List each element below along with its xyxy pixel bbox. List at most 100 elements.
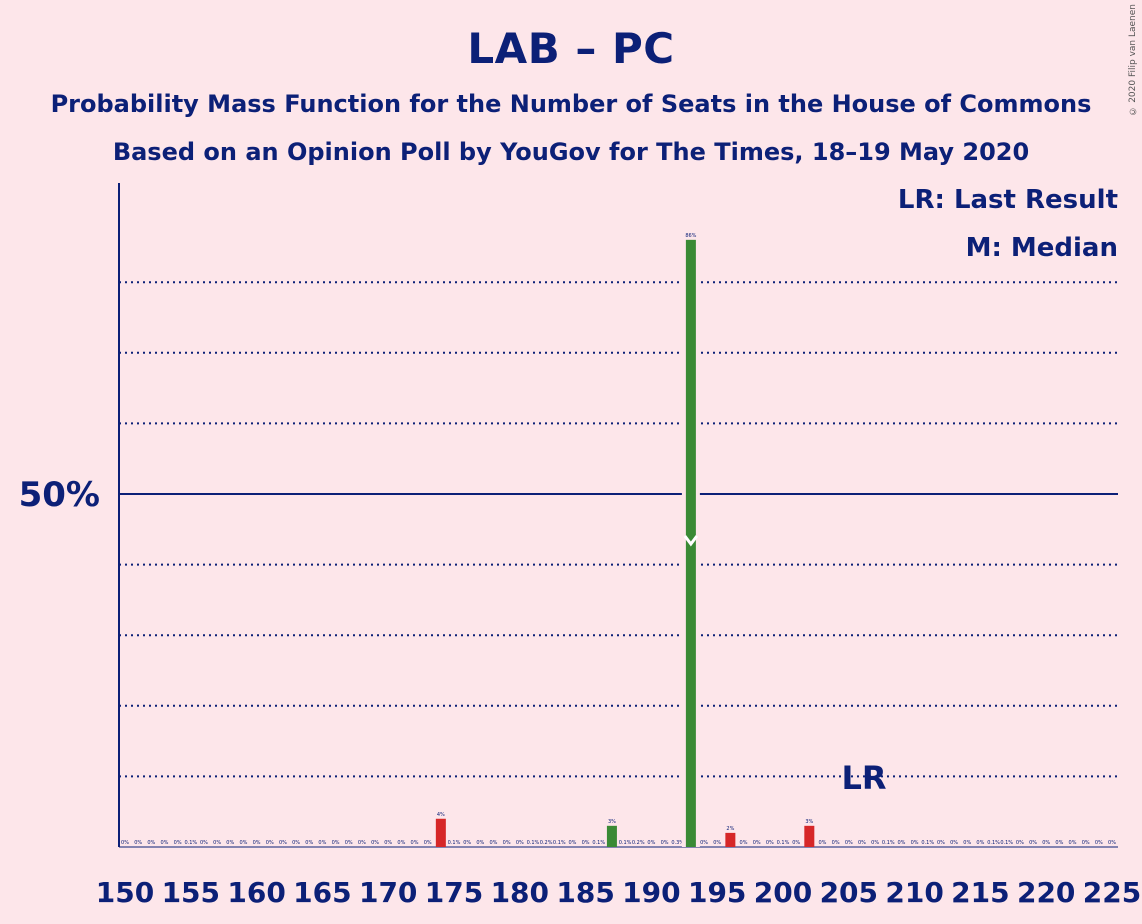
data-label: 0% <box>792 840 800 846</box>
data-label: 0% <box>832 840 840 846</box>
y-tick-label: 50% <box>19 475 100 515</box>
data-label: 0.1% <box>777 840 790 846</box>
data-label: 0% <box>279 840 287 846</box>
data-label: 0% <box>1055 840 1063 846</box>
chart-subtitle-1: Probability Mass Function for the Number… <box>50 90 1092 118</box>
data-label: 0.1% <box>921 840 934 846</box>
bar <box>435 818 446 847</box>
x-tick-label: 205 <box>820 876 878 909</box>
x-tick-label: 215 <box>951 876 1009 909</box>
data-label: 0% <box>1108 840 1116 846</box>
data-label: 0% <box>253 840 261 846</box>
data-label: 0% <box>897 840 905 846</box>
data-label: 0% <box>661 840 669 846</box>
data-label: 0% <box>700 840 708 846</box>
x-tick-label: 165 <box>293 876 351 909</box>
data-label: 0% <box>121 840 129 846</box>
data-label: 0% <box>1095 840 1103 846</box>
data-label: 0% <box>911 840 919 846</box>
data-label: 0% <box>490 840 498 846</box>
x-tick-label: 170 <box>359 876 417 909</box>
data-label: 0% <box>266 840 274 846</box>
data-label: 0% <box>147 840 155 846</box>
data-label: 0.1% <box>184 840 197 846</box>
data-label: 0.3% <box>671 840 684 846</box>
data-label: 0% <box>174 840 182 846</box>
data-label: 0.1% <box>448 840 461 846</box>
data-label: 4% <box>437 812 445 818</box>
data-label: 0% <box>384 840 392 846</box>
data-label: 0.1% <box>553 840 566 846</box>
data-label: 0% <box>845 840 853 846</box>
bar <box>606 825 617 847</box>
data-label: 0.1% <box>882 840 895 846</box>
data-label: 0.1% <box>592 840 605 846</box>
x-tick-label: 195 <box>688 876 746 909</box>
data-label: 0% <box>397 840 405 846</box>
data-label: 0% <box>424 840 432 846</box>
data-label: 0% <box>871 840 879 846</box>
data-label: 0% <box>239 840 247 846</box>
data-label: 0.1% <box>987 840 1000 846</box>
data-label: 0% <box>134 840 142 846</box>
data-label: 0% <box>647 840 655 846</box>
x-tick-label: 175 <box>425 876 483 909</box>
legend-median: M: Median <box>965 233 1118 263</box>
data-label: 0% <box>1042 840 1050 846</box>
data-label: 0% <box>1069 840 1077 846</box>
x-tick-label: 220 <box>1017 876 1075 909</box>
data-label: 0% <box>161 840 169 846</box>
data-label: 0% <box>516 840 524 846</box>
chart-title: LAB – PC <box>467 24 675 73</box>
chart-subtitle-2: Based on an Opinion Poll by YouGov for T… <box>112 138 1030 166</box>
data-label: 0% <box>200 840 208 846</box>
x-tick-label: 185 <box>556 876 614 909</box>
data-label: 0% <box>476 840 484 846</box>
last-result-label: LR <box>841 759 886 797</box>
data-label: 0.1% <box>527 840 540 846</box>
median-marker <box>683 535 699 547</box>
data-label: 0% <box>976 840 984 846</box>
data-label: 0% <box>226 840 234 846</box>
data-label: 0% <box>937 840 945 846</box>
data-label: 2% <box>726 826 734 832</box>
data-label: 0% <box>503 840 511 846</box>
data-label: 0% <box>819 840 827 846</box>
data-label: 0% <box>213 840 221 846</box>
data-label: 0% <box>753 840 761 846</box>
x-tick-label: 160 <box>227 876 285 909</box>
data-label: 0% <box>963 840 971 846</box>
data-label: 0% <box>292 840 300 846</box>
data-label: 0% <box>1029 840 1037 846</box>
data-label: 0% <box>582 840 590 846</box>
data-label: 0% <box>713 840 721 846</box>
data-label: 86% <box>685 233 696 239</box>
data-label: 0% <box>740 840 748 846</box>
legend-last-result: LR: Last Result <box>897 185 1118 215</box>
data-label: 0.2% <box>632 840 645 846</box>
data-label: 3% <box>608 819 616 825</box>
x-tick-label: 210 <box>885 876 943 909</box>
data-label: 0.1% <box>619 840 632 846</box>
data-label: 0% <box>305 840 313 846</box>
x-tick-label: 180 <box>491 876 549 909</box>
x-tick-label: 200 <box>754 876 812 909</box>
x-tick-label: 150 <box>96 876 154 909</box>
x-tick-label: 225 <box>1083 876 1141 909</box>
x-tick-label: 155 <box>162 876 220 909</box>
data-label: 0% <box>463 840 471 846</box>
data-label: 0.1% <box>1000 840 1013 846</box>
data-label: 0% <box>568 840 576 846</box>
data-label: 3% <box>805 819 813 825</box>
data-label: 0% <box>858 840 866 846</box>
data-label: 0.2% <box>540 840 553 846</box>
data-label: 0% <box>318 840 326 846</box>
bar <box>725 832 736 847</box>
data-label: 0% <box>950 840 958 846</box>
data-label: 0% <box>766 840 774 846</box>
bar <box>804 825 815 847</box>
data-label: 0% <box>411 840 419 846</box>
x-tick-label: 190 <box>622 876 680 909</box>
data-label: 0% <box>1082 840 1090 846</box>
